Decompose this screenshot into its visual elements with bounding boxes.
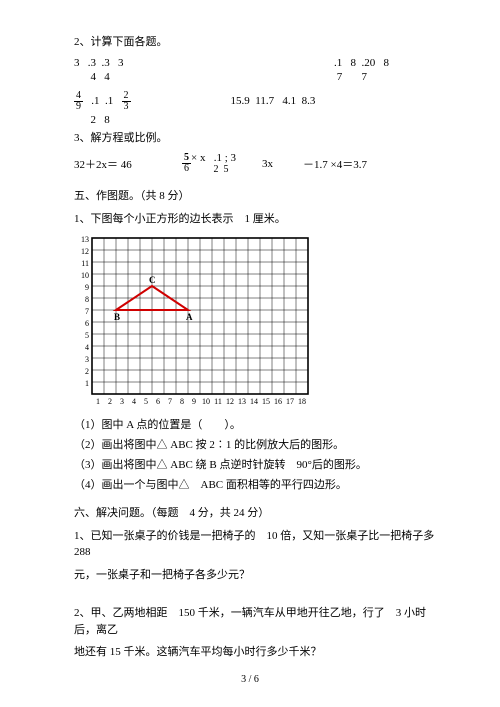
svg-text:10: 10 [81,271,89,280]
q6-1a: 1、已知一张桌子的价钱是一把椅子的 10 倍，又知一张桌子比一把椅子多 288 [74,528,440,561]
svg-text:4: 4 [85,343,89,352]
calc-l2: 4 4 [74,71,274,83]
svg-text:5: 5 [144,397,148,406]
grid-figure: 1312111098765432112345678910111213141516… [74,234,440,410]
svg-text:A: A [186,312,193,322]
svg-text:18: 18 [298,397,306,406]
svg-text:13: 13 [81,235,89,244]
svg-text:C: C [149,275,156,285]
section6-title: 六、解决问题。（每题 4 分，共 24 分） [74,504,440,520]
frac-den: 6 [182,164,191,174]
calc-block-2b: 2 8 [74,114,440,126]
eq2-bott: 2 5 [191,164,236,175]
sub-q3: （3）画出将图中△ ABC 绕 B 点逆时针旋转 90°后的图形。 [74,456,440,472]
svg-text:11: 11 [81,259,89,268]
calc-block-2: 4 9 .1 .1 2 3 15.9 11.7 4.1 8.3 [74,91,440,112]
calc-block-1b: 4 4 7 7 [74,71,440,83]
calc-r1: .1 8 .20 8 [334,57,389,69]
eq1: 32＋2x＝ 46 [74,156,164,172]
svg-text:15: 15 [262,397,270,406]
svg-text:2: 2 [85,367,89,376]
q3-title: 3、解方程或比例。 [74,130,440,147]
svg-text:7: 7 [85,307,89,316]
frac-num: 2 [122,91,131,102]
svg-text:17: 17 [286,397,294,406]
svg-text:8: 8 [85,295,89,304]
calc-r2: 7 7 [334,71,367,83]
calc2-l-b: 2 8 [74,114,110,126]
sub-q1: （1）图中 A 点的位置是（ ）。 [74,416,440,432]
svg-text:9: 9 [192,397,196,406]
frac-num: 4 [74,91,83,102]
svg-text:3: 3 [85,355,89,364]
frac-5-6: 5 6 [182,153,191,174]
frac-den: 9 [74,102,83,112]
q6-2b: 地还有 15 千米。这辆汽车平均每小时行多少千米？ [74,644,440,661]
calc-l1: 3 .3 .3 3 [74,57,274,69]
eq2-mid: × x .1 ; 3 [191,152,236,164]
calc-block-1: 3 .3 .3 3 .1 8 .20 8 [74,57,440,69]
sec5-q1: 1、下图每个小正方形的边长表示 1 厘米。 [74,211,440,228]
calc2-right: 15.9 11.7 4.1 8.3 [231,95,316,107]
equation-row: 32＋2x＝ 46 5 6 × x .1 ; 3 2 5 3x －1.7 ×4＝… [74,152,440,175]
svg-text:8: 8 [180,397,184,406]
svg-text:4: 4 [132,397,136,406]
sub-q2: （2）画出将图中△ ABC 按 2∶1 的比例放大后的图形。 [74,436,440,452]
sub-q4: （4）画出一个与图中△ ABC 面积相等的平行四边形。 [74,476,440,492]
eq4: －1.7 ×4＝3.7 [303,156,367,172]
svg-text:3: 3 [120,397,124,406]
svg-text:13: 13 [238,397,246,406]
svg-text:1: 1 [96,397,100,406]
svg-text:B: B [114,312,120,322]
svg-text:2: 2 [108,397,112,406]
svg-text:11: 11 [214,397,222,406]
frac-den: 3 [122,102,131,112]
svg-text:12: 12 [81,247,89,256]
section5-title: 五、作图题。（共 8 分） [74,187,440,203]
svg-text:6: 6 [85,319,89,328]
eq3: 3x [262,158,273,170]
q2-title: 2、计算下面各题。 [74,34,440,51]
svg-text:10: 10 [202,397,210,406]
svg-text:16: 16 [274,397,282,406]
svg-text:7: 7 [168,397,172,406]
svg-text:14: 14 [250,397,258,406]
svg-text:5: 5 [85,331,89,340]
calc2-mid: .1 .1 [83,95,122,107]
page-footer: 3 / 6 [0,674,500,685]
q6-2a: 2、甲、乙两地相距 150 千米，一辆汽车从甲地开往乙地，行了 3 小时后，离乙 [74,605,440,638]
svg-text:12: 12 [226,397,234,406]
svg-text:6: 6 [156,397,160,406]
q6-1b: 元，一张桌子和一把椅子各多少元？ [74,567,440,584]
svg-text:1: 1 [85,379,89,388]
frac-4-9: 4 9 [74,91,83,112]
frac-2-3: 2 3 [122,91,131,112]
svg-text:9: 9 [85,283,89,292]
